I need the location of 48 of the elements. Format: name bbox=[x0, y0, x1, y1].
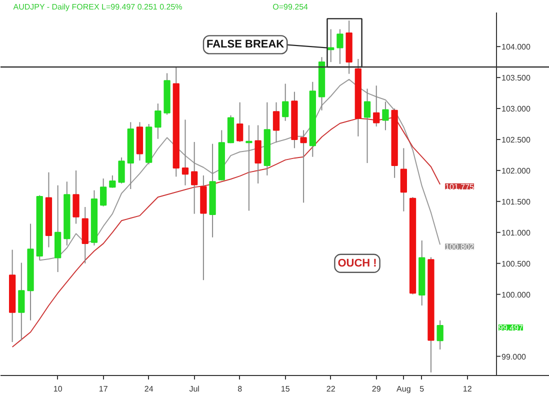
x-tick-label: 5 bbox=[420, 384, 425, 394]
candlestick bbox=[382, 101, 389, 131]
y-tick-label: 103.500 bbox=[502, 74, 531, 83]
candlestick bbox=[300, 130, 307, 204]
candlestick bbox=[191, 141, 198, 214]
y-tick-label: 100.000 bbox=[502, 290, 531, 300]
x-tick-label: Jul bbox=[189, 384, 200, 394]
candlestick bbox=[282, 83, 289, 122]
annotation: OUCH ! bbox=[338, 257, 377, 270]
candlestick bbox=[236, 102, 244, 142]
x-tick-label: 15 bbox=[280, 384, 290, 394]
data-label: 101.775 bbox=[445, 182, 475, 192]
candlestick bbox=[246, 124, 252, 212]
candlestick bbox=[154, 103, 162, 140]
candlestick bbox=[336, 28, 344, 64]
candlestick bbox=[109, 174, 116, 188]
x-tick-label: 12 bbox=[462, 384, 472, 394]
data-label: 100.802 bbox=[445, 242, 475, 252]
y-tick-label: 102.500 bbox=[502, 135, 531, 144]
y-tick-label: 101.000 bbox=[502, 228, 531, 238]
candlestick bbox=[72, 170, 80, 224]
x-tick-label: Aug bbox=[396, 384, 411, 394]
y-tick-label: 104.000 bbox=[502, 42, 531, 52]
candlestick bbox=[436, 320, 444, 350]
candlestick bbox=[118, 156, 125, 184]
annotation: FALSE BREAK bbox=[206, 38, 284, 51]
candlestick bbox=[272, 102, 280, 144]
x-tick-label: 29 bbox=[372, 384, 382, 394]
candlestick bbox=[373, 85, 380, 127]
candlestick bbox=[400, 148, 407, 212]
text: O=99.254 bbox=[272, 2, 309, 12]
x-tick-label: 24 bbox=[144, 384, 154, 394]
candlestick bbox=[18, 262, 25, 341]
y-tick-label: 102.000 bbox=[502, 166, 531, 176]
x-tick-label: 8 bbox=[238, 384, 243, 394]
text: AUDJPY - Daily FOREX L=99.497 0.251 0.25% bbox=[13, 2, 182, 12]
y-tick-label: 100.500 bbox=[502, 259, 531, 268]
candlestick bbox=[182, 119, 189, 186]
candlestick bbox=[254, 124, 262, 184]
y-tick-label: 101.500 bbox=[502, 197, 531, 206]
candlestick bbox=[364, 88, 371, 164]
x-tick-label: 22 bbox=[326, 384, 336, 394]
x-tick-label: 17 bbox=[98, 384, 108, 394]
x-tick-label: 10 bbox=[53, 384, 63, 394]
candlestick bbox=[100, 178, 107, 207]
y-tick-label: 99.000 bbox=[502, 352, 527, 362]
text: 99.497 bbox=[498, 324, 523, 333]
y-tick-label: 103.000 bbox=[502, 104, 531, 114]
